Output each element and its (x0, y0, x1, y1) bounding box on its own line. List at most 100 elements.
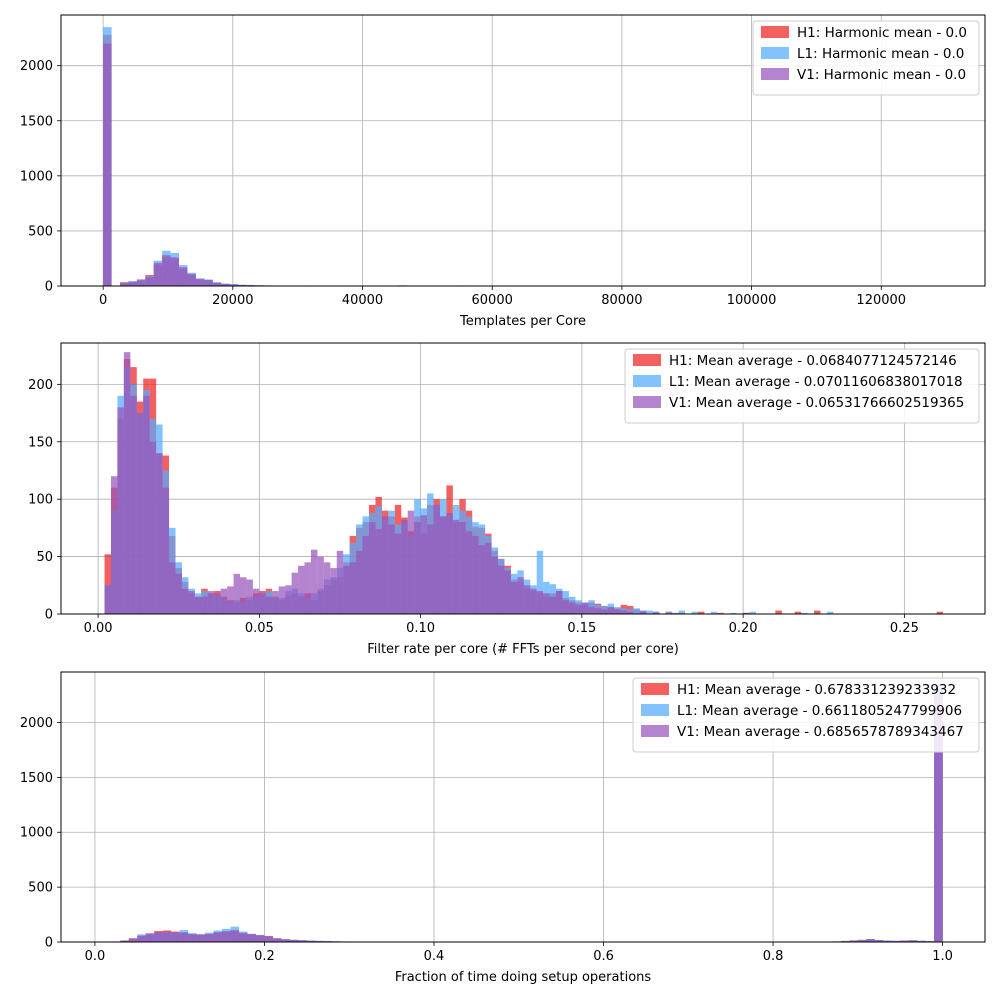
panel-1-v1-bar-39 (356, 550, 363, 614)
panel-2-v1-bar-14 (230, 930, 240, 942)
panel-1-v1-bar-74 (581, 602, 589, 614)
panel-1-v1-bar-83 (652, 612, 660, 614)
panel-1-v1-bar-21 (239, 577, 247, 614)
panel-2-v1-bar-35 (857, 940, 867, 942)
panel-1-ytick-label-4: 200 (28, 378, 53, 393)
panel-1-l1-bar-93 (826, 611, 834, 614)
panel-1-ytick-label-2: 100 (28, 493, 53, 508)
panel-0-xtick-label-2: 40000 (342, 293, 383, 308)
panel-0-xtick-label-4: 80000 (601, 293, 642, 308)
panel-2-v1-bar-5 (154, 932, 163, 942)
panel-2-xtick-label-1: 0.2 (254, 949, 275, 964)
panel-1-v1-bar-31 (304, 562, 311, 614)
panel-0-series-v1 (103, 43, 466, 287)
panel-2-legend: H1: Mean average - 0.678331239233932 L1: … (632, 677, 980, 753)
panel-0-v1-bar-8 (179, 267, 188, 286)
panel-2-legend-swatch-v1 (641, 725, 669, 737)
panel-1-v1-bar-59 (485, 542, 492, 614)
panel-1-v1-bar-33 (317, 556, 324, 614)
panel-1-v1-bar-20 (233, 573, 240, 614)
panel-1-v1-bar-12 (181, 588, 189, 614)
panel-1-v1-bar-32 (310, 549, 318, 614)
panel-0-legend: H1: Harmonic mean - 0.0 L1: Harmonic mean… (752, 20, 980, 96)
panel-1-v1-bar-65 (523, 585, 531, 614)
panel-2-xtick-label-0: 0.0 (85, 949, 106, 964)
filter-rate-histogram: 0.00 0.05 0.10 0.15 0.20 0.25 0 50 100 150 200 Fil… (28, 342, 986, 657)
panel-2-legend-swatch-l1 (641, 704, 669, 716)
panel-1-h1-bar-87 (697, 611, 705, 614)
panel-1-v1-bar-42 (375, 529, 382, 614)
panel-1-h1-bar-90 (775, 610, 782, 614)
panel-0-v1-bar-10 (195, 279, 205, 286)
panel-2-plot-frame (60, 671, 986, 943)
panel-1-xtick-label-0: 0.00 (84, 621, 113, 636)
panel-1-v1-bar-10 (169, 562, 176, 614)
panel-1-v1-bar-53 (446, 512, 453, 614)
panel-2-ytick-label-0: 0 (45, 936, 53, 951)
panel-0-legend-swatch-v1 (761, 68, 789, 80)
panel-2-v1-bar-44 (934, 695, 943, 942)
panel-1-l1-bar-67 (536, 550, 544, 614)
panel-2-v1-bar-16 (247, 934, 256, 942)
panel-1-v1-bar-28 (285, 585, 292, 614)
panel-1-v1-bar-79 (614, 609, 621, 614)
panel-1-v1-bar-38 (349, 562, 357, 614)
panel-1-ticks: 0.00 0.05 0.10 0.15 0.20 0.25 0 50 100 150 200 (28, 378, 919, 636)
panel-2-v1-bar-15 (239, 933, 248, 942)
panel-1-l1-bar-89 (710, 611, 718, 614)
panel-1-v1-bar-58 (478, 545, 486, 614)
panel-1-v1-bar-6 (143, 395, 150, 614)
panel-1-v1-bar-26 (272, 591, 279, 614)
panel-2-ytick-label-4: 2000 (20, 716, 53, 731)
panel-2-v1-bar-3 (137, 935, 146, 942)
panel-0-v1-bar-7 (170, 257, 180, 286)
panel-0-v1-bar-6 (162, 255, 171, 286)
panel-1-v1-bar-71 (562, 600, 569, 614)
panel-1-v1-bar-45 (394, 533, 402, 614)
panel-1-v1-bar-7 (149, 441, 157, 614)
panel-0-xtick-label-0: 0 (99, 293, 107, 308)
panel-1-v1-bar-35 (330, 568, 337, 614)
templates-per-core-histogram: 0 20000 40000 60000 80000 100000 120000 0 500 100… (20, 14, 986, 329)
panel-0-bars (103, 27, 508, 287)
panel-2-v1-bar-4 (145, 934, 155, 942)
panel-1-v1-bar-76 (594, 608, 602, 614)
panel-1-v1-bar-1 (110, 476, 118, 614)
panel-2-legend-label-h1: H1: Mean average - 0.678331239233932 (677, 682, 956, 698)
panel-1-ytick-label-0: 0 (45, 608, 53, 623)
panel-1-v1-bar-81 (627, 611, 634, 614)
panel-2-v1-bar-23 (306, 940, 316, 942)
panel-0-v1-bar-1 (120, 283, 129, 286)
panel-1-v1-bar-63 (510, 581, 518, 614)
panel-1-v1-bar-56 (465, 531, 473, 614)
panel-1-legend-swatch-l1 (633, 375, 661, 387)
panel-1-v1-bar-84 (672, 612, 679, 614)
panel-0-legend-label-l1: L1: Harmonic mean - 0.0 (797, 46, 964, 62)
panel-0-v1-bar-12 (212, 282, 222, 286)
panel-0-ticks: 0 20000 40000 60000 80000 100000 120000 0 500 100… (20, 59, 906, 308)
panel-1-v1-bar-43 (381, 516, 389, 614)
panel-1-xtick-label-4: 0.20 (729, 621, 758, 636)
panel-0-v1-bar-2 (128, 282, 137, 286)
panel-1-x-axis-label: Filter rate per core (# FFTs per second … (367, 642, 679, 657)
panel-1-v1-bar-24 (259, 593, 266, 614)
panel-1-v1-bar-46 (401, 519, 408, 614)
panel-2-v1-bar-41 (908, 940, 918, 942)
panel-1-v1-bar-16 (207, 591, 215, 614)
panel-1-h1-bar-92 (814, 610, 821, 614)
panel-0-ytick-label-0: 0 (45, 280, 53, 295)
panel-1-h1-bar-88 (717, 612, 724, 614)
panel-2-v1-bar-6 (162, 931, 172, 942)
panel-1-v1-bar-25 (265, 596, 273, 614)
panel-1-h1-bar-93 (936, 611, 944, 614)
panel-1-v1-bar-15 (201, 596, 208, 614)
panel-1-v1-bar-75 (588, 607, 595, 614)
panel-2-v1-bar-7 (171, 932, 180, 942)
panel-0-legend-label-h1: H1: Harmonic mean - 0.0 (797, 25, 967, 41)
panel-1-xtick-label-1: 0.05 (245, 621, 274, 636)
panel-2-ytick-label-3: 1500 (20, 771, 53, 786)
panel-1-ytick-label-1: 50 (36, 550, 53, 565)
panel-2-v1-bar-10 (196, 934, 206, 942)
panel-2-v1-bar-20 (281, 939, 290, 942)
